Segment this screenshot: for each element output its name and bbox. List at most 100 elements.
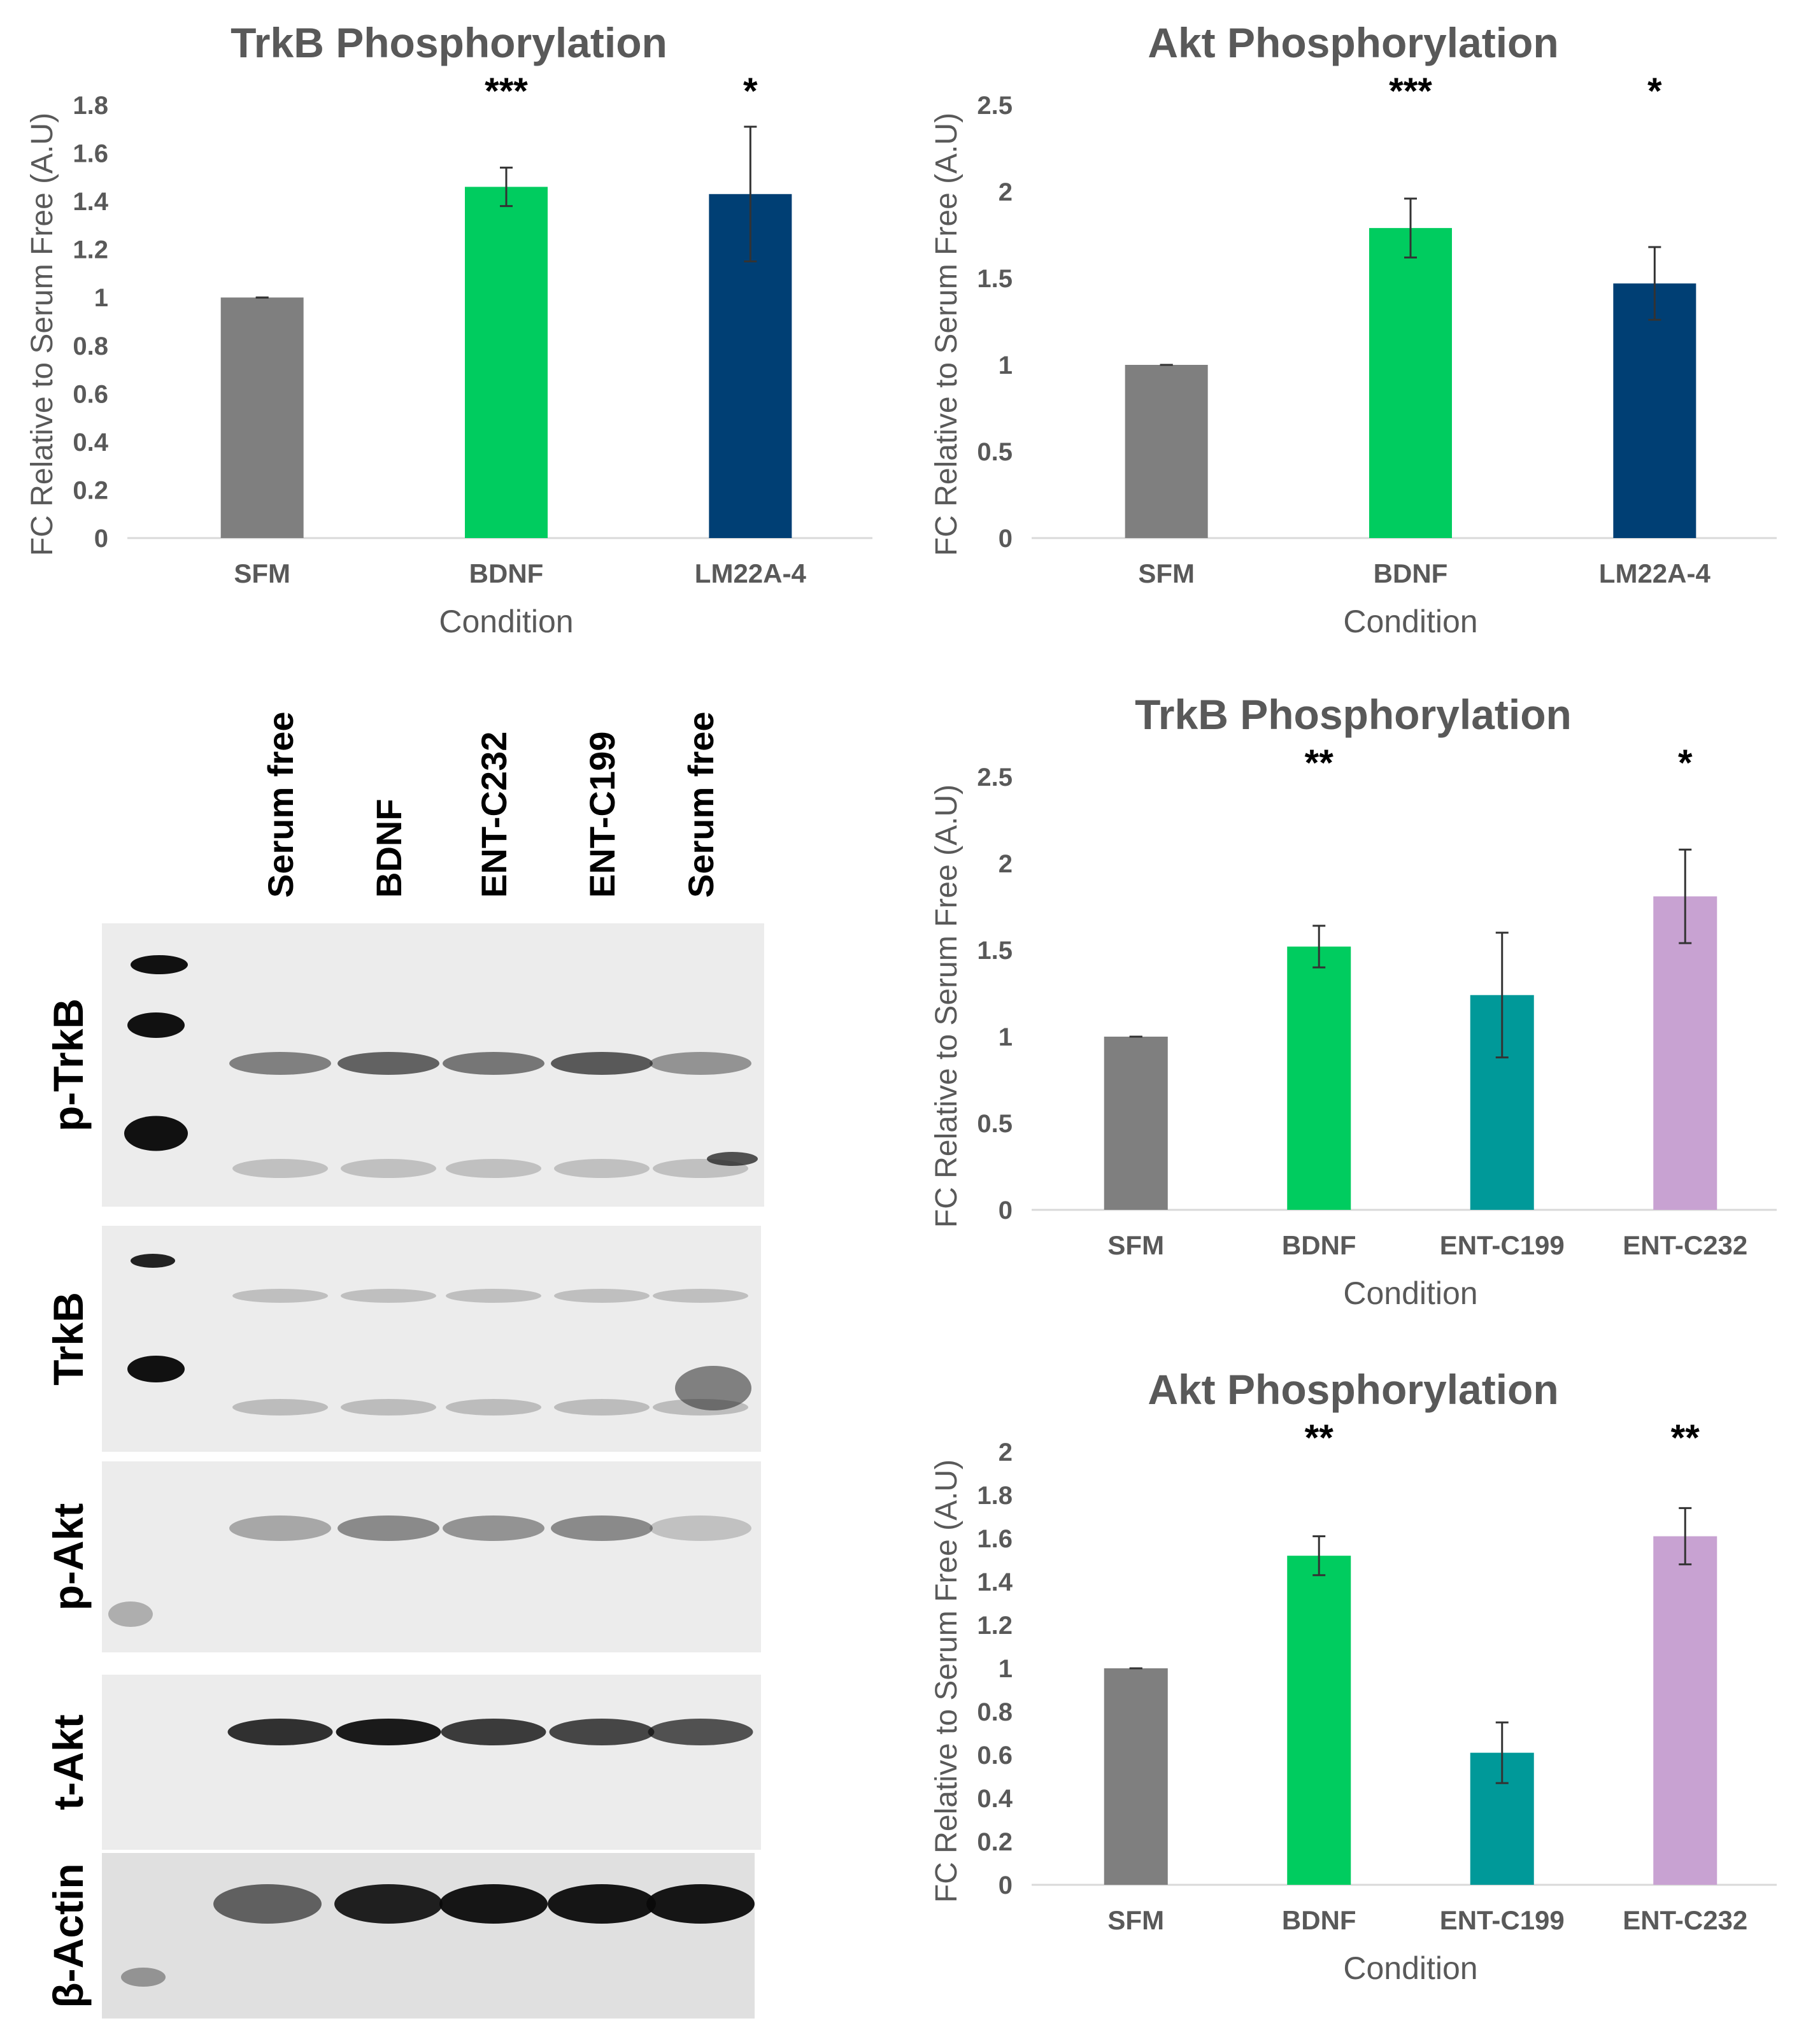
lane-label-4: ENT-C199 — [582, 732, 622, 898]
chart-title: TrkB Phosphorylation — [1135, 691, 1572, 738]
y-tick-label: 0 — [999, 525, 1013, 553]
protein-band — [443, 1052, 544, 1075]
y-tick-label: 1.8 — [73, 92, 108, 120]
y-tick-label: 0.4 — [977, 1785, 1013, 1813]
row-label: β-Actin — [45, 1863, 92, 2008]
significance-label-bdnf: ** — [1305, 742, 1334, 784]
protein-band — [338, 1515, 439, 1541]
row-label: TrkB — [45, 1292, 92, 1386]
x-tick-label-bdnf: BDNF — [1282, 1905, 1356, 1935]
y-axis-title: FC Relative to Serum Free (A.U) — [930, 784, 963, 1228]
protein-band — [441, 1719, 546, 1745]
y-tick-label: 0.5 — [977, 438, 1013, 466]
x-tick-label-bdnf: BDNF — [1374, 558, 1448, 588]
y-tick-label: 1 — [94, 284, 108, 312]
bar-sfm — [1104, 1668, 1168, 1885]
protein-band — [446, 1399, 541, 1416]
protein-band — [338, 1052, 439, 1075]
y-tick-label: 1.4 — [73, 188, 108, 216]
error-bar-bdnf — [500, 166, 513, 208]
bar-bdnf — [1287, 1556, 1351, 1885]
protein-band — [551, 1515, 653, 1541]
x-tick-label-sfm: SFM — [1107, 1905, 1164, 1935]
protein-band — [548, 1884, 656, 1924]
protein-band — [650, 1052, 751, 1075]
y-tick-label: 2 — [999, 178, 1013, 206]
y-tick-label: 2.5 — [977, 92, 1013, 120]
y-axis-title: FC Relative to Serum Free (A.U) — [25, 113, 59, 556]
protein-band — [675, 1366, 751, 1410]
y-tick-label: 0.8 — [977, 1698, 1013, 1726]
protein-band — [341, 1159, 436, 1178]
x-axis-title: Condition — [1343, 604, 1477, 639]
blot-membrane — [102, 1675, 761, 1850]
protein-band — [646, 1884, 755, 1924]
chart-akt-lm22a4: Akt Phosphorylation FC Relative to Serum … — [930, 19, 1777, 639]
lane-label-5: Serum free — [681, 711, 721, 898]
y-tick-label: 0 — [999, 1871, 1013, 1899]
y-tick-label: 0.8 — [73, 332, 108, 360]
y-tick-label: 0.4 — [73, 429, 108, 457]
chart-trkb-ent: TrkB Phosphorylation FC Relative to Serum… — [930, 691, 1777, 1311]
x-tick-label-ent-c199: ENT-C199 — [1440, 1230, 1565, 1260]
blot-membrane — [102, 1853, 755, 2019]
y-tick-label: 0.6 — [977, 1742, 1013, 1770]
y-tick-label: 1.2 — [977, 1612, 1013, 1640]
bar-sfm — [1125, 365, 1208, 538]
protein-band — [341, 1399, 436, 1416]
bar-sfm — [1104, 1037, 1168, 1210]
protein-band — [446, 1289, 541, 1303]
bar-bdnf — [1287, 946, 1351, 1210]
protein-band — [549, 1719, 655, 1745]
y-tick-label: 0.2 — [977, 1828, 1013, 1856]
x-axis-title: Condition — [439, 604, 573, 639]
x-tick-label-lm22a-4: LM22A-4 — [695, 558, 807, 588]
y-tick-label: 1.6 — [977, 1525, 1013, 1553]
x-tick-label-bdnf: BDNF — [1282, 1230, 1356, 1260]
bar-lm22a-4 — [1613, 283, 1696, 538]
row-label: p-TrkB — [45, 998, 92, 1132]
protein-band — [707, 1152, 758, 1166]
x-axis-title: Condition — [1343, 1275, 1477, 1311]
y-tick-label: 2 — [999, 1438, 1013, 1466]
lane-label-1: Serum free — [260, 711, 301, 898]
protein-band — [446, 1159, 541, 1178]
protein-band — [554, 1399, 650, 1416]
error-bar-ent-c199 — [1495, 932, 1509, 1059]
y-axis-title: FC Relative to Serum Free (A.U) — [930, 113, 963, 556]
y-tick-label: 0.5 — [977, 1110, 1013, 1138]
y-tick-label: 1.4 — [977, 1568, 1013, 1596]
bar-ent-c232 — [1653, 896, 1717, 1210]
significance-label-ent-c232: ** — [1671, 1417, 1700, 1459]
x-tick-label-ent-c199: ENT-C199 — [1440, 1905, 1565, 1935]
y-tick-label: 1 — [999, 1655, 1013, 1683]
bar-bdnf — [1369, 228, 1452, 538]
protein-band — [336, 1719, 441, 1745]
chart-trkb-lm22a4: TrkB Phosphorylation FC Relative to Serum… — [25, 19, 872, 639]
bar-sfm — [220, 297, 304, 538]
error-bar-ent-c232 — [1679, 1507, 1692, 1566]
lane-label-3: ENT-C232 — [474, 732, 514, 898]
bar-bdnf — [465, 187, 548, 538]
y-tick-label: 1.2 — [73, 236, 108, 264]
bar-ent-c232 — [1653, 1536, 1717, 1885]
y-tick-label: 2.5 — [977, 763, 1013, 791]
chart-akt-ent: Akt Phosphorylation FC Relative to Serum … — [930, 1366, 1777, 1986]
x-tick-label-sfm: SFM — [1138, 558, 1195, 588]
y-tick-label: 1.5 — [977, 937, 1013, 965]
protein-band — [439, 1884, 548, 1924]
ladder-band — [121, 1968, 166, 1987]
significance-label-bdnf: *** — [485, 71, 528, 112]
protein-band — [648, 1719, 753, 1745]
row-label: p-Akt — [45, 1503, 92, 1611]
x-tick-label-bdnf: BDNF — [469, 558, 544, 588]
protein-band — [229, 1515, 331, 1541]
y-tick-label: 0.6 — [73, 380, 108, 408]
protein-band — [232, 1159, 328, 1178]
y-tick-label: 1.6 — [73, 140, 108, 168]
western-blot-panel: Serum free BDNF ENT-C232 ENT-C199 Serum free… — [45, 711, 764, 2019]
blot-membrane — [102, 1226, 761, 1452]
row-label: t-Akt — [45, 1714, 92, 1810]
ladder-band — [108, 1601, 153, 1627]
